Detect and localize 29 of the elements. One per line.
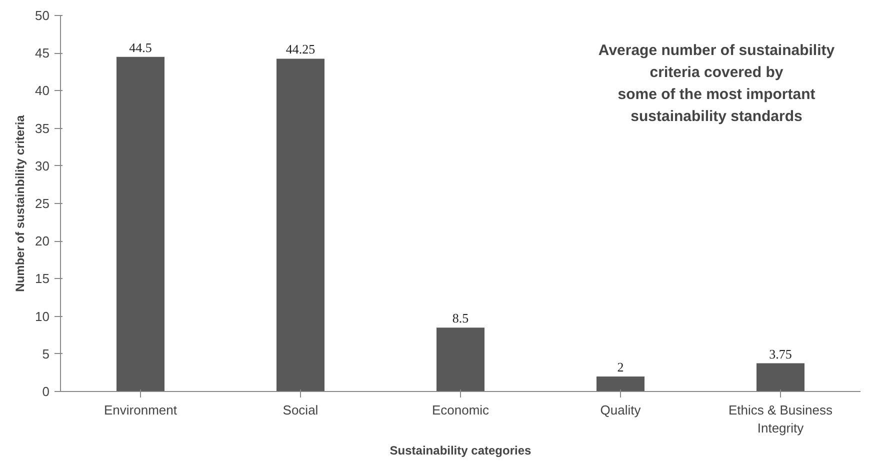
data-label: 44.5	[129, 40, 152, 55]
x-tick-label: Social	[282, 402, 318, 418]
data-label: 44.25	[286, 42, 316, 57]
y-tick-label: 50	[35, 8, 50, 23]
text: Average number of sustainability criteria covered by some of the most important sustainability standards	[598, 42, 836, 126]
x-axis-title: Sustainability categories	[390, 444, 532, 458]
y-tick-label: 5	[42, 346, 50, 362]
y-tick-label: 15	[35, 271, 50, 286]
x-tick-label: Quality	[600, 402, 642, 418]
data-label: 8.5	[452, 310, 469, 326]
bar	[276, 58, 324, 392]
y-tick-label: 40	[35, 83, 50, 98]
data-label: 3.75	[769, 346, 792, 362]
x-tick-label: Environment	[104, 402, 178, 418]
bar	[116, 56, 164, 392]
x-tick-label: Ethics & Business Integrity	[728, 402, 834, 436]
y-tick-label: 45	[35, 46, 50, 61]
bar	[596, 376, 644, 392]
bar	[436, 328, 484, 392]
x-tick-label: Economic	[432, 402, 490, 418]
y-tick-label: 35	[35, 120, 50, 136]
y-tick-label: 20	[35, 234, 50, 249]
bar	[756, 363, 804, 392]
data-label: 2	[617, 359, 624, 374]
y-tick-label: 30	[35, 158, 50, 174]
y-tick-label: 0	[42, 384, 50, 399]
y-tick-label: 10	[35, 308, 50, 324]
y-axis-title: Number of sustainbility criteria	[13, 114, 28, 292]
y-tick-label: 25	[35, 196, 50, 211]
